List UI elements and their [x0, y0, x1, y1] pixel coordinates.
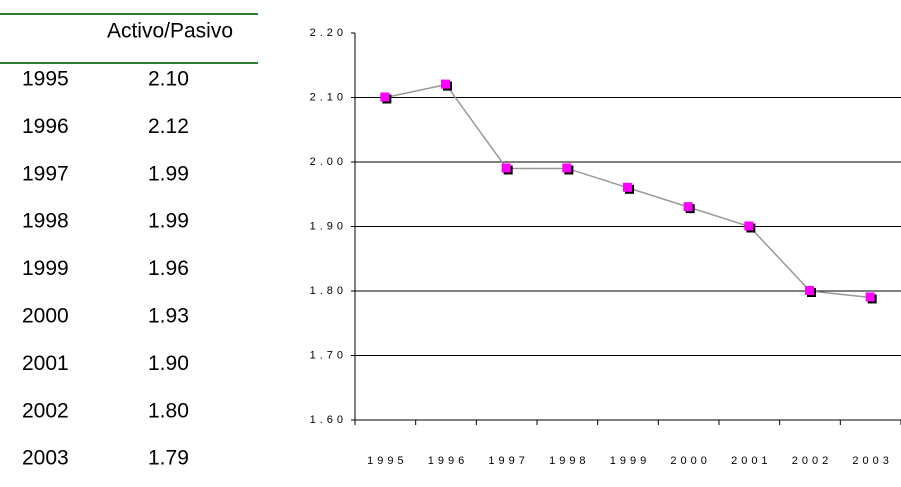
y-tick-label: 1.70	[310, 349, 347, 361]
table-header: Activo/Pasivo	[107, 20, 233, 43]
x-tick-label: 1999	[610, 455, 650, 467]
table-value: 1.93	[148, 305, 189, 328]
x-tick-label: 2003	[852, 455, 892, 467]
y-tick-label: 2.00	[310, 156, 347, 168]
table-year: 1999	[22, 257, 69, 280]
y-tick-label: 1.90	[310, 220, 347, 232]
table-value: 1.90	[148, 352, 189, 375]
table-year: 2000	[22, 305, 69, 328]
marker	[744, 221, 754, 231]
table-value: 1.80	[148, 399, 189, 422]
x-tick-label: 1996	[428, 455, 468, 467]
table-value: 1.99	[148, 162, 189, 185]
marker	[562, 163, 572, 173]
table-year: 1995	[22, 68, 69, 91]
y-tick-label: 1.60	[310, 414, 347, 426]
marker	[441, 79, 450, 89]
y-tick-label: 2.10	[310, 91, 347, 103]
table-value: 2.12	[148, 115, 189, 138]
table-year: 2002	[22, 399, 69, 422]
table-year: 2001	[22, 352, 69, 375]
marker	[380, 92, 390, 102]
x-tick-label: 1998	[549, 455, 589, 467]
x-tick-label: 2001	[731, 455, 771, 467]
marker	[683, 202, 693, 212]
table-year: 1997	[22, 162, 69, 185]
table-value: 1.96	[148, 257, 189, 280]
x-tick-label: 2002	[792, 455, 832, 467]
table-year: 1996	[22, 115, 69, 138]
x-tick-label: 1997	[488, 455, 528, 467]
table-value: 1.79	[148, 447, 189, 470]
y-tick-label: 1.80	[310, 285, 347, 297]
marker	[623, 182, 632, 192]
y-tick-label: 2.20	[310, 27, 347, 39]
table-value: 1.99	[148, 210, 189, 233]
table-year: 2003	[22, 447, 69, 470]
table-value: 2.10	[148, 68, 189, 91]
x-tick-label: 2000	[670, 455, 710, 467]
marker	[805, 286, 814, 295]
table-year: 1998	[22, 210, 69, 233]
marker	[865, 292, 875, 302]
x-tick-label: 1995	[367, 455, 407, 467]
marker	[501, 163, 511, 173]
